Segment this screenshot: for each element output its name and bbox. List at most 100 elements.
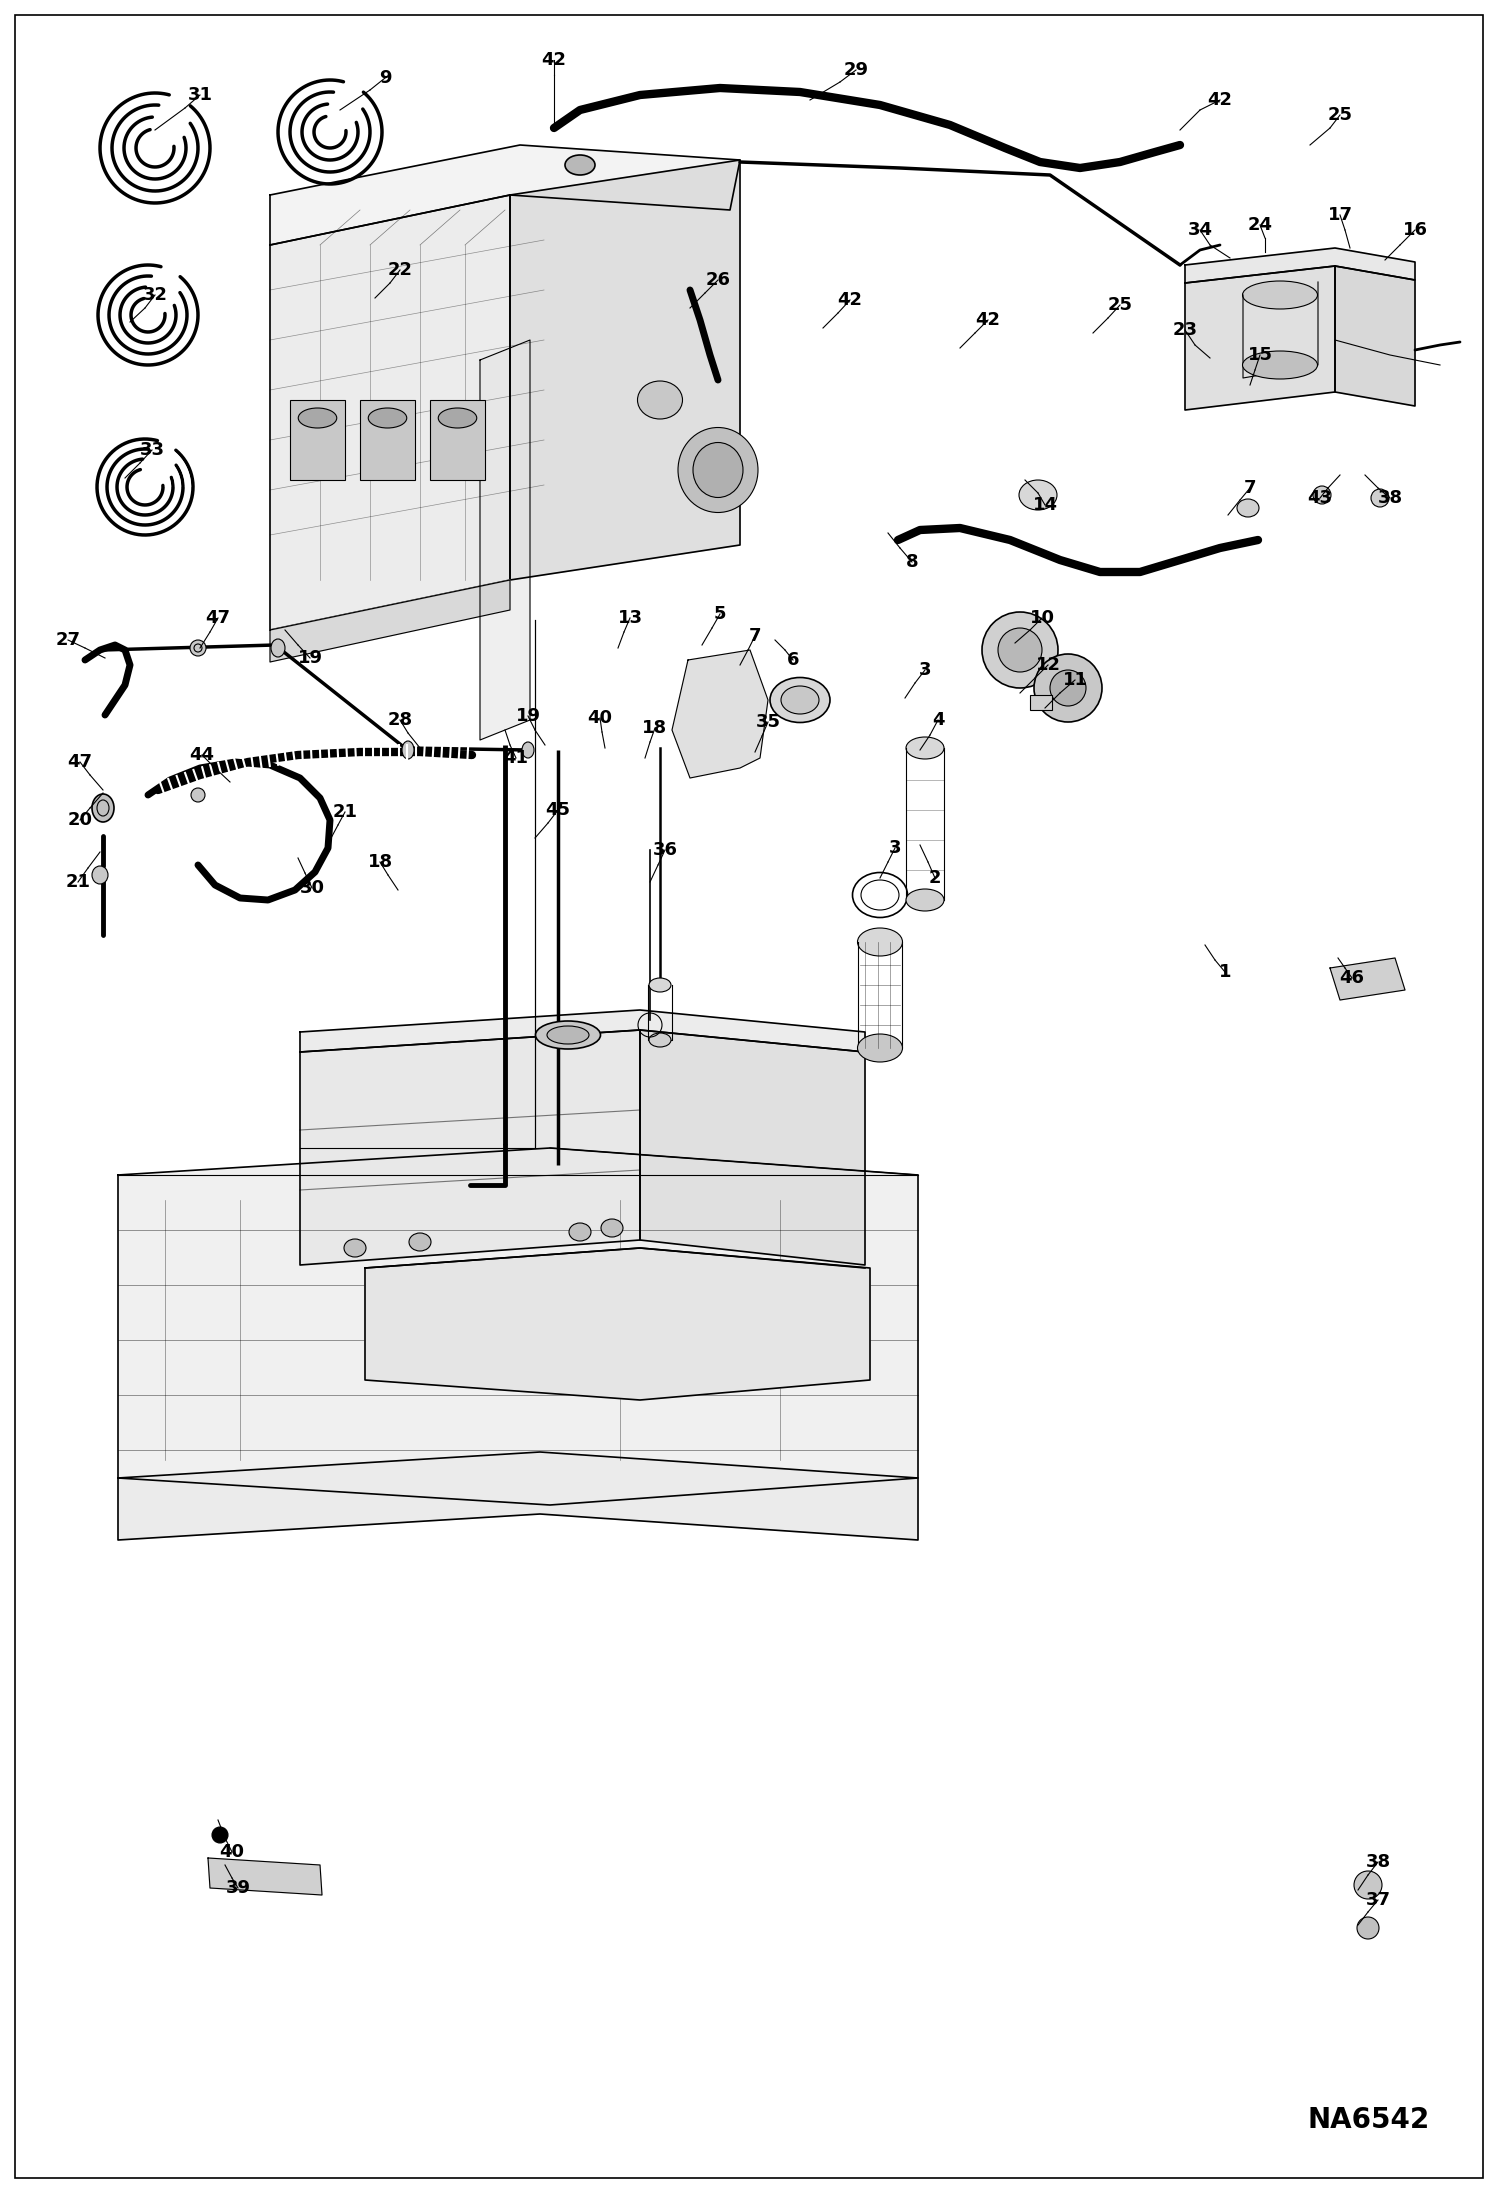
Polygon shape <box>1330 958 1405 1000</box>
Ellipse shape <box>271 638 285 658</box>
Circle shape <box>1357 1917 1380 1939</box>
Text: 20: 20 <box>67 811 93 829</box>
Circle shape <box>213 1827 228 1842</box>
Polygon shape <box>270 579 509 662</box>
Ellipse shape <box>770 678 830 721</box>
Ellipse shape <box>91 794 114 822</box>
Polygon shape <box>300 1011 864 1053</box>
Ellipse shape <box>190 640 207 656</box>
Text: 17: 17 <box>1327 206 1353 224</box>
Polygon shape <box>366 1248 870 1399</box>
Ellipse shape <box>694 443 743 498</box>
Text: 6: 6 <box>786 651 800 669</box>
Ellipse shape <box>547 1026 589 1044</box>
Text: 34: 34 <box>1188 221 1212 239</box>
Text: 42: 42 <box>975 311 1001 329</box>
Text: 40: 40 <box>220 1842 244 1862</box>
Text: 45: 45 <box>545 800 571 818</box>
Text: 42: 42 <box>541 50 566 68</box>
Ellipse shape <box>780 686 819 715</box>
Ellipse shape <box>906 737 944 759</box>
Text: 42: 42 <box>837 292 863 309</box>
Text: 40: 40 <box>587 708 613 728</box>
Text: 37: 37 <box>1366 1890 1390 1908</box>
Bar <box>1031 695 1052 711</box>
Ellipse shape <box>369 408 407 428</box>
Polygon shape <box>208 1857 322 1895</box>
Ellipse shape <box>91 866 108 884</box>
Text: 10: 10 <box>1029 610 1055 627</box>
Ellipse shape <box>192 787 205 803</box>
Text: 46: 46 <box>1339 969 1365 987</box>
Polygon shape <box>300 1031 640 1265</box>
Text: 4: 4 <box>932 711 944 728</box>
Ellipse shape <box>1371 489 1389 507</box>
Text: 43: 43 <box>1308 489 1333 507</box>
Ellipse shape <box>409 1232 431 1250</box>
Text: 31: 31 <box>187 86 213 103</box>
Ellipse shape <box>857 928 902 956</box>
Text: 41: 41 <box>503 750 529 768</box>
Circle shape <box>1050 671 1086 706</box>
Text: 19: 19 <box>515 706 541 726</box>
Circle shape <box>1354 1871 1383 1899</box>
Circle shape <box>998 627 1043 671</box>
Text: 7: 7 <box>749 627 761 645</box>
Text: 36: 36 <box>653 840 677 860</box>
Ellipse shape <box>1019 480 1058 511</box>
Circle shape <box>983 612 1058 689</box>
Ellipse shape <box>1242 351 1318 379</box>
Ellipse shape <box>521 741 533 759</box>
Text: 8: 8 <box>906 553 918 570</box>
Ellipse shape <box>601 1219 623 1237</box>
Ellipse shape <box>1237 500 1258 518</box>
Bar <box>291 399 345 480</box>
Text: 24: 24 <box>1248 215 1272 235</box>
Text: 2: 2 <box>929 868 941 886</box>
Text: 38: 38 <box>1378 489 1402 507</box>
Text: 21: 21 <box>333 803 358 820</box>
Text: 12: 12 <box>1035 656 1061 673</box>
Text: 3: 3 <box>918 660 932 680</box>
Text: 42: 42 <box>1207 90 1233 110</box>
Ellipse shape <box>439 408 476 428</box>
Ellipse shape <box>857 1035 902 1061</box>
Text: 47: 47 <box>205 610 231 627</box>
Text: 16: 16 <box>1402 221 1428 239</box>
Bar <box>360 399 415 480</box>
Text: 25: 25 <box>1327 105 1353 125</box>
Text: 9: 9 <box>379 68 391 88</box>
Polygon shape <box>479 340 530 739</box>
Text: 11: 11 <box>1062 671 1088 689</box>
Text: 3: 3 <box>888 840 902 857</box>
Text: 30: 30 <box>300 879 325 897</box>
Text: 1: 1 <box>1219 963 1231 980</box>
Polygon shape <box>270 195 509 629</box>
Ellipse shape <box>1314 487 1332 504</box>
Text: 23: 23 <box>1173 320 1197 340</box>
Circle shape <box>1034 654 1103 721</box>
Text: 7: 7 <box>1243 478 1257 498</box>
Text: 32: 32 <box>142 285 168 305</box>
Text: 25: 25 <box>1107 296 1132 314</box>
Text: 38: 38 <box>1366 1853 1390 1871</box>
Ellipse shape <box>1242 281 1318 309</box>
Polygon shape <box>1185 265 1335 410</box>
Text: 29: 29 <box>843 61 869 79</box>
Ellipse shape <box>565 156 595 175</box>
Text: 44: 44 <box>190 746 214 763</box>
Text: NA6542: NA6542 <box>1308 2105 1431 2134</box>
Polygon shape <box>640 1031 864 1265</box>
Text: 27: 27 <box>55 632 81 649</box>
Text: 22: 22 <box>388 261 412 279</box>
Ellipse shape <box>569 1224 592 1241</box>
Text: 15: 15 <box>1248 346 1272 364</box>
Ellipse shape <box>906 888 944 910</box>
Ellipse shape <box>638 382 683 419</box>
Text: 33: 33 <box>139 441 165 458</box>
Polygon shape <box>118 1452 918 1539</box>
Polygon shape <box>509 160 740 579</box>
Text: 18: 18 <box>367 853 392 871</box>
Text: 35: 35 <box>755 713 780 730</box>
Polygon shape <box>1335 265 1416 406</box>
